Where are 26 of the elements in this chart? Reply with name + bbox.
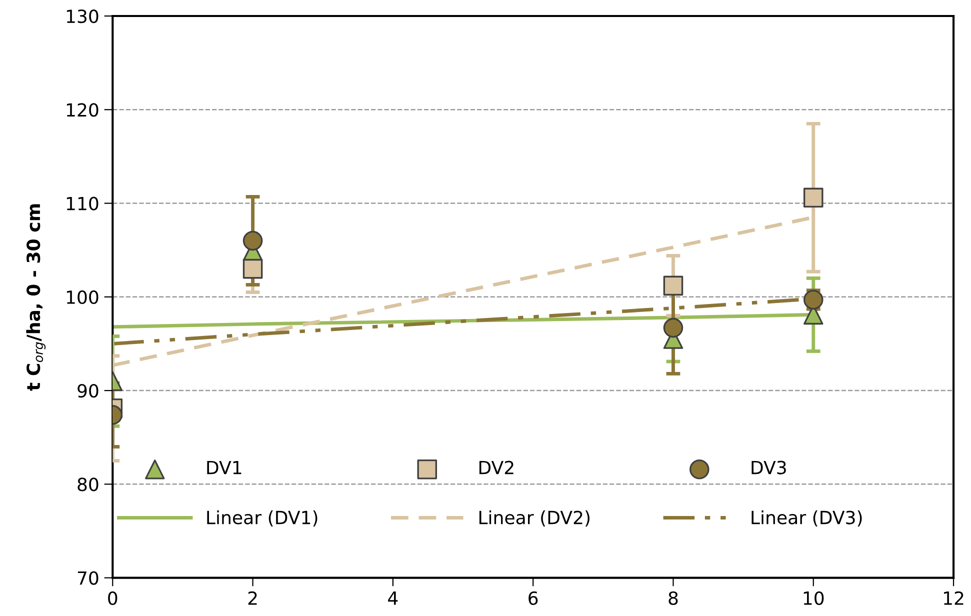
x-tick-label: 0 xyxy=(108,591,118,605)
legend-label: DV2 xyxy=(479,460,514,474)
y-tick-label: 110 xyxy=(66,196,98,210)
x-tick-label: 8 xyxy=(668,591,678,605)
point xyxy=(242,258,263,279)
point xyxy=(663,276,684,296)
y-tick-label: 130 xyxy=(66,9,98,24)
x-tick-label: 10 xyxy=(804,591,824,605)
y-tick-label: 100 xyxy=(66,290,98,304)
y-tick-label: 80 xyxy=(78,478,98,492)
legend-label: Linear (DV1) xyxy=(207,510,318,526)
x-tick-label: 12 xyxy=(944,591,964,605)
x-tick-label: 4 xyxy=(388,592,398,605)
point xyxy=(663,318,684,338)
x-tick-label: 6 xyxy=(528,591,538,605)
y-axis-title: t C$_{org}$/ha, 0 - 30 cm xyxy=(26,204,46,391)
legend-label: DV3 xyxy=(752,460,786,474)
legend-label: Linear (DV3) xyxy=(752,510,862,526)
point xyxy=(242,230,263,251)
y-tick-label: 90 xyxy=(78,384,98,398)
x-tick-label: 2 xyxy=(248,591,257,605)
legend-label: Linear (DV2) xyxy=(479,510,590,526)
legend-label: DV1 xyxy=(207,460,242,474)
y-tick-label: 120 xyxy=(66,103,98,117)
point xyxy=(803,188,824,208)
y-tick-label: 70 xyxy=(78,571,98,585)
